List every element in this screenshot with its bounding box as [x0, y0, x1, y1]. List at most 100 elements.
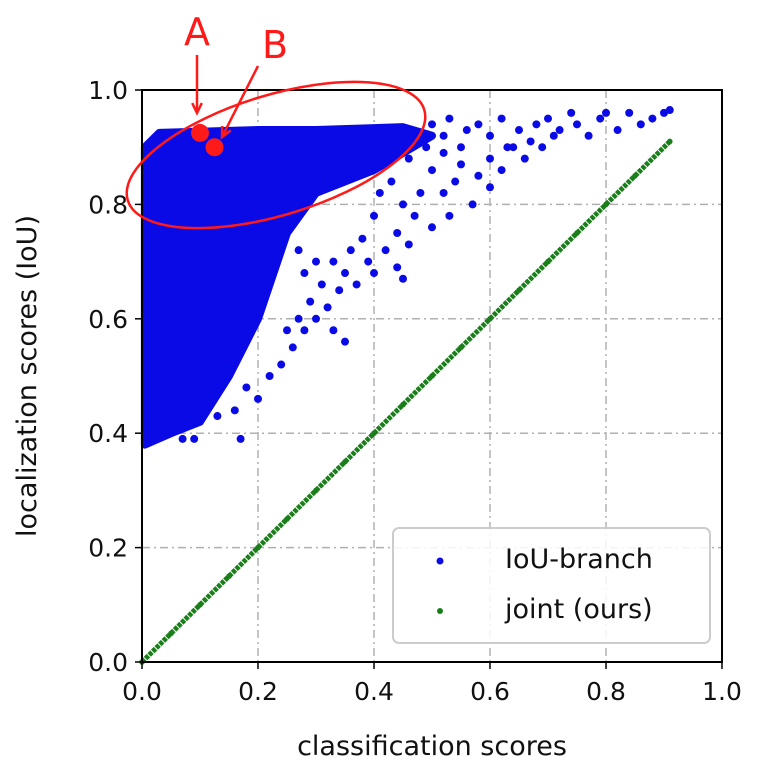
- iou-branch-point: [236, 434, 245, 443]
- y-tick-label: 0.0: [88, 648, 128, 677]
- iou-branch-point: [323, 303, 332, 312]
- iou-branch-point: [288, 343, 297, 352]
- joint-point: [342, 459, 348, 465]
- iou-branch-point: [230, 406, 239, 415]
- iou-branch-point: [445, 114, 454, 123]
- iou-branch-point: [410, 211, 419, 220]
- iou-branch-point: [294, 314, 303, 323]
- y-tick-label: 0.2: [88, 534, 128, 563]
- joint-segment: [227, 545, 260, 578]
- iou-branch-point: [404, 240, 413, 249]
- annotation-label-a: A: [184, 10, 210, 54]
- iou-branch-point: [486, 154, 494, 163]
- iou-branch-point: [428, 120, 436, 129]
- scatter-points: [139, 106, 674, 665]
- iou-branch-point: [486, 183, 494, 192]
- highlight-ellipse: [125, 80, 427, 230]
- iou-branch-point: [451, 177, 460, 186]
- joint-segment: [633, 139, 672, 178]
- y-tick-label: 0.6: [88, 305, 128, 334]
- iou-branch-point: [457, 160, 465, 169]
- joint-segment: [546, 231, 579, 264]
- iou-branch-point: [526, 137, 535, 146]
- iou-branch-point: [462, 126, 471, 135]
- iou-branch-point: [584, 131, 593, 140]
- iou-branch-point: [532, 120, 541, 129]
- iou-branch-point: [544, 114, 552, 123]
- joint-segment: [198, 574, 231, 607]
- legend-label-iou-branch: IoU-branch: [505, 544, 653, 575]
- iou-branch-point: [306, 297, 315, 306]
- x-tick-label: 0.0: [122, 677, 162, 706]
- joint-point: [487, 316, 493, 322]
- joint-segment: [604, 174, 637, 207]
- iou-branch-point: [613, 126, 622, 135]
- joint-point: [284, 516, 290, 522]
- joint-point: [603, 201, 609, 208]
- iou-branch-point: [178, 434, 187, 443]
- iou-branch-point: [294, 246, 303, 255]
- iou-branch-point: [393, 263, 402, 272]
- iou-branch-point: [428, 166, 436, 175]
- iou-branch-point: [468, 200, 477, 209]
- iou-branch-point: [439, 188, 448, 197]
- iou-branch-dense-region: [140, 123, 436, 449]
- iou-branch-point: [602, 108, 610, 117]
- iou-branch-point: [352, 280, 361, 289]
- iou-branch-point: [439, 131, 448, 140]
- iou-branch-point: [346, 246, 355, 255]
- iou-branch-point: [312, 257, 320, 266]
- iou-branch-point: [387, 177, 396, 186]
- x-axis-label: classification scores: [297, 731, 567, 762]
- x-tick-label: 0.4: [354, 677, 394, 706]
- y-axis-label: localization scores (IoU): [12, 215, 43, 537]
- joint-point: [545, 258, 551, 265]
- iou-branch-point: [399, 274, 407, 283]
- y-tick-label: 1.0: [88, 76, 128, 105]
- iou-branch-point: [497, 166, 506, 175]
- joint-segment: [169, 603, 202, 636]
- iou-branch-point: [404, 154, 413, 163]
- iou-branch-point: [428, 223, 436, 232]
- x-tick-label: 1.0: [702, 677, 742, 706]
- annotation-arrow: [220, 65, 260, 138]
- iou-branch-point: [370, 269, 378, 278]
- legend-label-joint: joint (ours): [504, 594, 653, 625]
- joint-segment: [430, 345, 463, 378]
- highlight-point-a: [191, 123, 209, 142]
- iou-branch-point: [445, 211, 454, 220]
- highlight-point-b: [205, 138, 224, 157]
- iou-branch-point: [422, 143, 431, 152]
- joint-segment: [517, 259, 550, 292]
- x-tick-label: 0.2: [238, 677, 278, 706]
- legend-marker-joint: [437, 608, 443, 614]
- iou-branch-point: [509, 143, 518, 152]
- iou-branch-point: [375, 188, 384, 197]
- joint-point: [632, 173, 638, 179]
- iou-branch-point: [341, 337, 349, 346]
- iou-branch-point: [538, 143, 547, 152]
- iou-branch-point: [573, 120, 581, 129]
- joint-segment: [575, 202, 608, 235]
- iou-branch-point: [596, 114, 605, 123]
- iou-branch-point: [317, 280, 326, 289]
- joint-segment: [488, 288, 521, 321]
- legend-marker-iou-branch: [436, 557, 444, 565]
- iou-branch-point: [341, 269, 349, 278]
- joint-point: [574, 230, 580, 236]
- iou-branch-point: [520, 154, 529, 163]
- plot-frame: [141, 89, 723, 663]
- iou-branch-point: [457, 143, 465, 152]
- joint-point: [516, 287, 522, 294]
- joint-point: [371, 430, 377, 437]
- y-tick-label: 0.4: [88, 419, 128, 448]
- iou-branch-point: [381, 246, 390, 255]
- iou-branch-point: [283, 326, 291, 335]
- iou-branch-point: [503, 143, 512, 152]
- iou-branch-point: [497, 114, 506, 123]
- iou-branch-point: [277, 360, 286, 369]
- iou-branch-point: [213, 412, 222, 421]
- joint-segment: [459, 317, 492, 350]
